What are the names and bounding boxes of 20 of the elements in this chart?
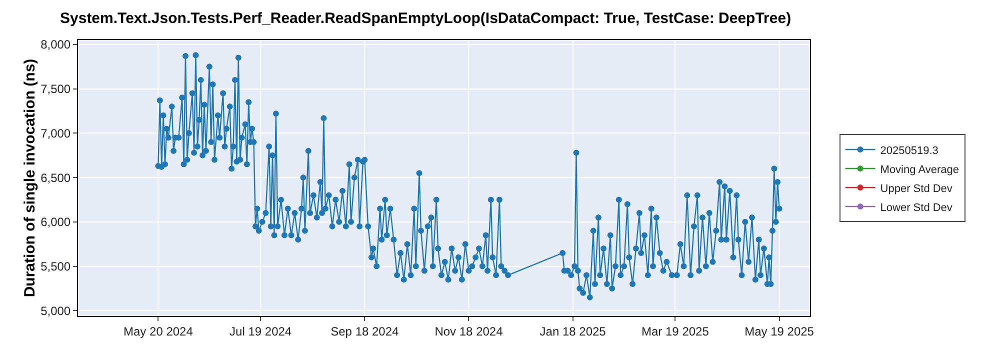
- legend-label: Upper Std Dev: [880, 182, 953, 195]
- x-tick-label: May 20 2024: [124, 324, 194, 338]
- y-tick-label: 5,000: [40, 304, 71, 318]
- legend-label: Lower Std Dev: [880, 202, 953, 214]
- x-tick-label: May 19 2025: [744, 324, 814, 338]
- y-tick-label: 5,500: [40, 260, 71, 274]
- x-tick-label: Mar 19 2025: [642, 324, 710, 338]
- x-tick-label: Jan 18 2025: [540, 324, 606, 338]
- y-tick-label: 8,000: [40, 38, 71, 52]
- legend-label: 20250519.3: [880, 144, 938, 157]
- x-tick-label: Sep 18 2024: [330, 324, 400, 338]
- chart-title: System.Text.Json.Tests.Perf_Reader.ReadSpanEmptyLoop(IsDataCompact: True, TestCase: DeepTree): [60, 10, 792, 27]
- y-axis-title: Duration of single invocation (ns): [22, 58, 39, 298]
- y-tick-label: 6,000: [40, 215, 71, 230]
- x-tick-label: Nov 18 2024: [434, 324, 504, 338]
- y-tick-label: 7,000: [40, 126, 71, 140]
- x-tick-label: Jul 19 2024: [230, 324, 292, 338]
- y-tick-label: 7,500: [40, 82, 71, 96]
- y-tick-label: 6,500: [40, 170, 71, 185]
- legend-label: Moving Average: [880, 164, 959, 176]
